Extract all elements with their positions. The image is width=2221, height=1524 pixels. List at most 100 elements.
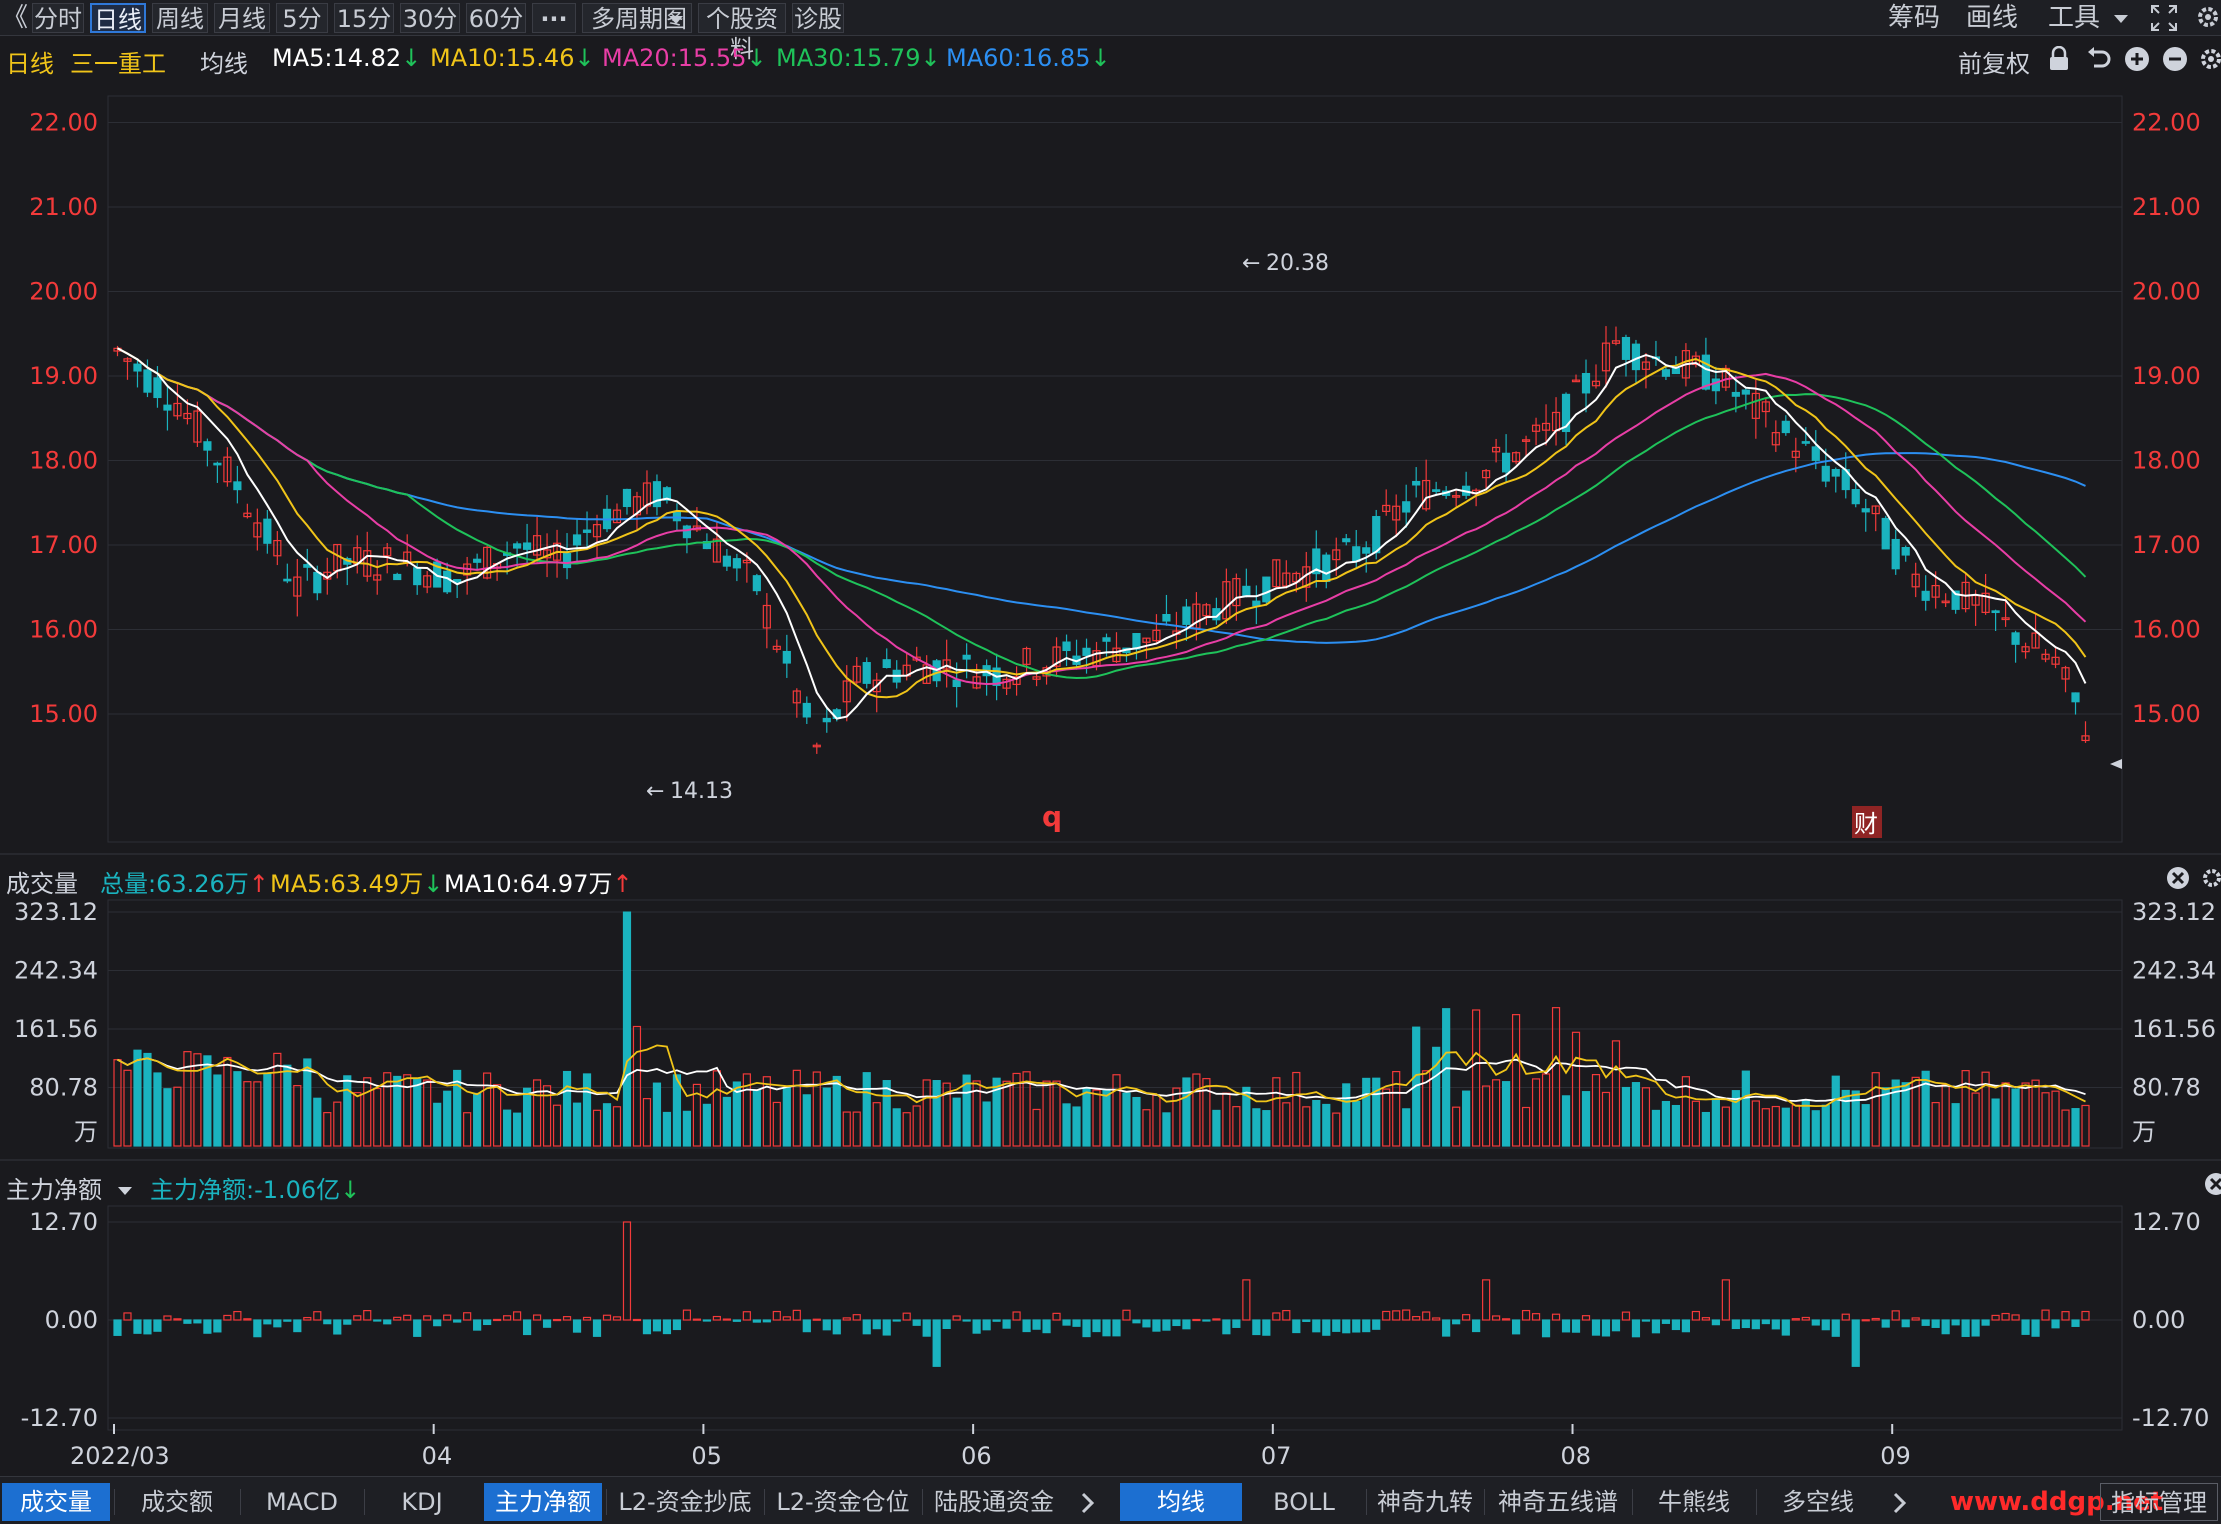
tab-monthly[interactable]: 月线 <box>214 3 270 33</box>
volume-bar <box>1252 1108 1261 1147</box>
tab-magic-nine[interactable]: 神奇九转 <box>1377 1488 1473 1516</box>
candle-body <box>1911 573 1920 588</box>
flow-bar <box>373 1319 382 1322</box>
flow-bar <box>1112 1319 1121 1337</box>
diagnose-button[interactable]: 诊股 <box>792 3 844 33</box>
tab-l2-bottom-fishing[interactable]: L2-资金抄底 <box>618 1488 752 1516</box>
flow-bar <box>2021 1319 2030 1335</box>
candle-body <box>732 558 741 569</box>
tab-ma[interactable]: 均线 <box>1120 1483 1242 1521</box>
lock-icon[interactable] <box>2048 45 2070 78</box>
tab-intraday[interactable]: 分时 <box>32 3 84 33</box>
flow-bar <box>1791 1318 1800 1321</box>
candle-body <box>1531 424 1541 432</box>
tab-turnover[interactable]: 成交额 <box>141 1488 213 1516</box>
stock-name[interactable]: 三一重工 <box>70 50 166 78</box>
tab-separator <box>1366 1489 1367 1515</box>
stock-info-button[interactable]: 个股资料 <box>698 3 786 63</box>
tab-separator <box>114 1489 115 1515</box>
draw-line-button[interactable]: 画线 <box>1966 3 2019 33</box>
tab-macd[interactable]: MACD <box>266 1488 338 1516</box>
candle-body <box>672 511 682 522</box>
flow-bar <box>772 1310 781 1321</box>
flow-bar <box>133 1319 142 1334</box>
tab-northbound-funds[interactable]: 陆股通资金 <box>934 1488 1054 1516</box>
tab-separator <box>922 1489 923 1515</box>
volume-bar <box>1841 1089 1850 1147</box>
undo-icon[interactable] <box>2086 46 2112 78</box>
flow-panel-dropdown[interactable]: 主力净额 <box>6 1170 132 1205</box>
scroll-right-icon[interactable] <box>1882 1483 1918 1521</box>
flow-bar <box>1022 1319 1031 1333</box>
candle-body <box>1711 378 1720 392</box>
zoom-in-icon[interactable] <box>2124 46 2150 78</box>
flow-bar <box>2041 1309 2050 1321</box>
volume-panel-title: 成交量 <box>6 870 78 898</box>
tools-dropdown[interactable]: 工具 <box>2048 3 2129 33</box>
close-panel-icon[interactable] <box>2204 1172 2221 1202</box>
volume-bar <box>902 1112 911 1147</box>
tab-boll[interactable]: BOLL <box>1273 1488 1335 1516</box>
volume-bar <box>1881 1087 1890 1147</box>
candle-body <box>612 509 622 524</box>
tab-long-short-line[interactable]: 多空线 <box>1782 1488 1854 1516</box>
flow-bar <box>1501 1318 1511 1321</box>
tab-kdj[interactable]: KDJ <box>401 1488 443 1516</box>
volume-bar <box>662 1111 672 1147</box>
tab-30min[interactable]: 30分 <box>400 3 460 33</box>
settings-gear-icon[interactable] <box>2202 866 2221 896</box>
flow-bar <box>1971 1319 1980 1337</box>
event-q-marker[interactable]: q <box>1042 800 1062 833</box>
price-tick-label-left: 22.00 <box>29 109 98 137</box>
candle-body <box>1521 439 1531 442</box>
settings-gear-icon[interactable] <box>2196 3 2220 33</box>
scroll-right-icon[interactable] <box>1070 1483 1106 1521</box>
tab-bull-bear-line[interactable]: 牛熊线 <box>1658 1488 1730 1516</box>
chevron-left-icon[interactable]: 《 <box>2 3 29 33</box>
stock-chart[interactable]: 22.00 22.00 21.00 21.00 20.00 20.00 19.00 19.00… <box>0 0 2221 1476</box>
settings-gear-icon[interactable] <box>2200 46 2221 78</box>
flow-bar <box>1332 1319 1341 1332</box>
flow-panel-title: 主力净额 <box>6 1176 102 1204</box>
multi-period-dropdown[interactable]: 多周期图 <box>582 3 692 33</box>
chips-button[interactable]: 筹码 <box>1888 3 1941 33</box>
volume-bar <box>1232 1106 1241 1147</box>
volume-bar <box>1631 1082 1641 1147</box>
flow-bar <box>413 1319 422 1337</box>
up-arrow-icon: ↑ <box>612 870 633 898</box>
volume-bar <box>702 1103 711 1147</box>
tab-5min[interactable]: 5分 <box>276 3 328 33</box>
ma20-line <box>117 347 2087 686</box>
fullscreen-icon[interactable] <box>2150 4 2178 34</box>
tab-volume[interactable]: 成交量 <box>2 1483 110 1521</box>
volume-unit-label-right: 万 <box>2132 1118 2156 1146</box>
tab-l2-position[interactable]: L2-资金仓位 <box>776 1488 910 1516</box>
tab-magic-five-lines[interactable]: 神奇五线谱 <box>1498 1488 1618 1516</box>
candle-body <box>1541 422 1551 431</box>
flow-bar <box>1082 1319 1091 1338</box>
down-arrow-icon: ↓ <box>340 1176 361 1204</box>
volume-bar <box>1651 1109 1661 1147</box>
close-panel-icon[interactable] <box>2166 866 2190 896</box>
volume-bar <box>992 1077 1001 1147</box>
flow-bar <box>582 1316 592 1321</box>
flow-bar <box>1052 1312 1061 1321</box>
ma-setting-label[interactable]: 均线 <box>200 50 248 78</box>
more-periods-button[interactable]: ··· <box>532 3 576 33</box>
flow-bar <box>2031 1319 2040 1337</box>
adjust-mode-button[interactable]: 前复权 <box>1958 50 2030 78</box>
flow-bar <box>1122 1309 1131 1321</box>
caret-down-icon <box>117 1187 132 1195</box>
tab-main-net-flow[interactable]: 主力净额 <box>484 1483 602 1521</box>
price-tick-label-right: 22.00 <box>2132 109 2201 137</box>
tab-60min[interactable]: 60分 <box>466 3 526 33</box>
indicator-manage-button[interactable]: 指标管理 <box>2100 1483 2218 1521</box>
candle-body <box>512 543 522 549</box>
tab-weekly[interactable]: 周线 <box>152 3 208 33</box>
tab-daily[interactable]: 日线 <box>90 3 146 34</box>
candle-body <box>1671 368 1681 375</box>
tab-15min[interactable]: 15分 <box>334 3 394 33</box>
financial-report-badge[interactable] <box>1852 806 1882 838</box>
zoom-out-icon[interactable] <box>2162 46 2188 78</box>
volume-bar <box>722 1096 731 1147</box>
